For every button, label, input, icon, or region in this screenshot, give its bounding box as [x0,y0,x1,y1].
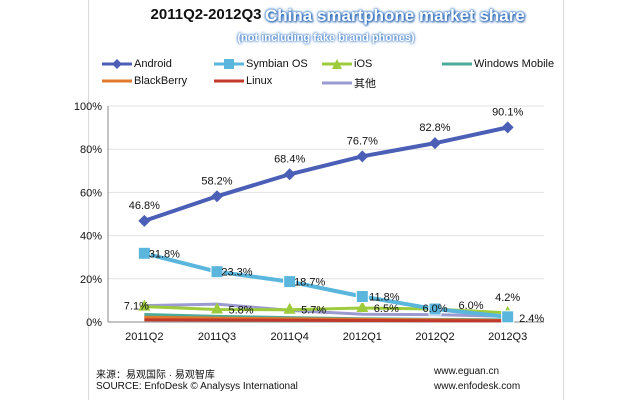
series-line-linux [144,318,508,323]
data-point [356,150,369,163]
series-line-android [143,125,509,223]
data-point [428,302,442,316]
legend-item: Symbian OS [212,58,308,70]
data-point [355,290,369,304]
url-eguan[interactable]: www.eguan.cn [434,366,500,377]
data-label: 5.7% [301,305,326,317]
legend-swatch [102,59,132,69]
data-point [283,168,296,181]
legend-label: iOS [354,58,373,70]
data-label: 68.4% [274,153,305,165]
y-tick-label: 100% [74,101,102,113]
chart-title: China smartphone market share [265,6,525,25]
legend-marker [224,59,234,69]
legend-label: BlackBerry [134,75,188,87]
data-label: 4.2% [495,292,520,304]
data-point [283,275,297,289]
data-label: 23.3% [221,267,252,279]
x-tick-label: 2012Q2 [415,331,454,343]
series-line-symbian-os [143,251,508,319]
x-tick-label: 2012Q3 [488,331,527,343]
data-label: 76.7% [347,135,378,147]
data-point [138,299,151,311]
legend-marker [332,59,342,69]
legend-swatch [102,79,132,83]
data-label: 82.8% [419,122,450,134]
series-line-其他 [144,302,508,318]
x-tick-label: 2011Q4 [271,331,309,343]
data-label: 6.0% [422,303,447,315]
legend-item: Linux [212,75,272,87]
legend-item: BlackBerry [100,75,187,87]
data-label: 6.5% [374,303,399,315]
data-point [138,214,151,227]
legend-marker [112,59,122,69]
chart-title-prefix: 2011Q2-2012Q3 [150,6,262,23]
data-point [137,246,151,260]
legend-swatch [322,59,352,69]
data-label: 58.2% [201,175,232,187]
data-label: 18.7% [294,277,325,289]
data-label: 11.8% [369,292,400,304]
data-point [501,310,515,324]
x-tick-label: 2012Q1 [343,331,382,343]
data-point [283,302,296,314]
legend-label: Windows Mobile [474,58,555,70]
y-tick-label: 40% [80,231,102,243]
y-tick-label: 0% [86,317,102,329]
url-enfodesk[interactable]: www.enfodesk.com [434,381,521,392]
legend-label: Linux [246,75,273,87]
x-tick-label: 2011Q3 [198,331,236,343]
data-point [210,265,224,279]
data-label: 46.8% [129,200,160,212]
legend-item: 其他 [320,75,376,91]
data-point [356,300,369,312]
data-point [501,121,514,134]
source-en: SOURCE: EnfoDesk © Analysys Internationa… [96,381,298,392]
data-label: 31.8% [149,248,180,260]
data-point [211,302,223,314]
source-cn: 来源：易观国际 · 易观智库 [96,370,215,381]
data-label: 6.0% [458,300,483,312]
legend-swatch [214,79,244,83]
data-label: 5.8% [228,304,253,316]
legend-label: Symbian OS [246,58,308,70]
chart-frame [88,0,564,400]
y-tick-label: 20% [80,274,102,286]
y-tick-label: 80% [80,144,102,156]
legend-swatch [442,62,472,66]
legend-label: Android [134,58,172,70]
legend-label: 其他 [354,78,376,90]
data-label: 7.1% [124,301,149,313]
data-point [211,190,223,203]
data-label: 2.4% [519,313,544,325]
data-point [429,137,441,150]
legend-swatch [322,81,352,85]
x-tick-label: 2011Q2 [125,331,163,343]
legend-item: Android [100,58,172,70]
legend-item: iOS [320,58,372,70]
y-tick-label: 60% [80,187,102,199]
legend-item: Windows Mobile [440,58,554,70]
chart-title-row: 2011Q2-2012Q3 [88,6,564,24]
legend-swatch [214,59,244,69]
chart-subtitle: (not including fake brand phones) [237,32,415,44]
data-label: 90.1% [492,106,523,118]
